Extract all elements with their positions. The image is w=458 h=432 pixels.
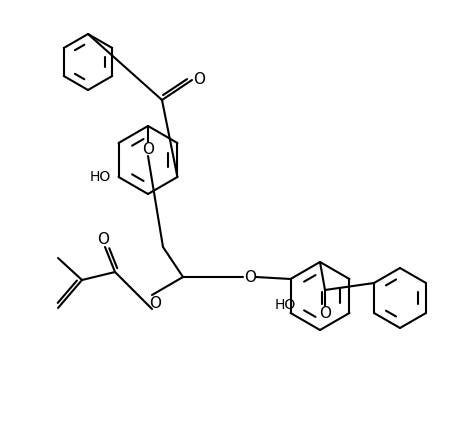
Text: O: O	[142, 142, 154, 156]
Text: O: O	[149, 295, 161, 311]
Text: O: O	[193, 73, 205, 88]
Text: O: O	[244, 270, 256, 286]
Text: HO: HO	[275, 298, 296, 312]
Text: O: O	[319, 306, 331, 321]
Text: HO: HO	[90, 170, 111, 184]
Text: O: O	[97, 232, 109, 247]
